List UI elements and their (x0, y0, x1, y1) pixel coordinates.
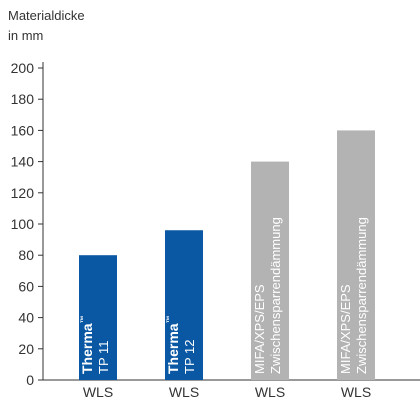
y-axis-title-line1: Materialdicke (8, 8, 85, 23)
y-tick-label: 60 (18, 278, 34, 294)
y-tick-label: 100 (11, 216, 35, 232)
y-axis-title: Materialdicke in mm (8, 6, 85, 46)
y-tick-label: 180 (11, 91, 35, 107)
y-axis-title-line2: in mm (8, 28, 44, 43)
y-tick-label: 120 (11, 185, 35, 201)
y-tick-label: 40 (18, 310, 34, 326)
y-tick-label: 160 (11, 122, 35, 138)
x-tick-label-line1: WLS (83, 384, 113, 400)
bar-type-label: Zwischensparrendämmung (354, 217, 369, 374)
trademark-symbol: ™ (165, 315, 174, 323)
x-tick-label-line2: 040 (344, 399, 368, 401)
x-tick-label-line2: 035 (258, 399, 282, 401)
bar (251, 161, 289, 380)
bar (165, 230, 203, 380)
x-tick-label-line1: WLS (341, 384, 371, 400)
brand-name: Therma (165, 323, 181, 374)
x-tick-label-line1: WLS (255, 384, 285, 400)
x-tick-label-line1: WLS (169, 384, 199, 400)
trademark-symbol: ™ (79, 315, 88, 323)
bar (337, 130, 375, 380)
bar-brand-label: Therma™ (165, 315, 181, 374)
y-tick-label: 200 (11, 60, 35, 76)
x-tick-label-line2: 024 (86, 399, 110, 401)
bar (79, 255, 117, 380)
y-tick-label: 140 (11, 154, 35, 170)
bar-type-label: Zwischensparrendämmung (268, 217, 283, 374)
bar-brand-label: Therma™ (79, 315, 95, 374)
y-tick-label: 0 (26, 372, 34, 388)
brand-name: Therma (79, 323, 95, 374)
y-tick-label: 80 (18, 247, 34, 263)
y-tick-label: 20 (18, 341, 34, 357)
bar-product-label: TP 12 (182, 340, 197, 374)
bar-label: MIFA/XPS/EPS Zwischensparrendämmung (252, 217, 283, 374)
bar-material-label: MIFA/XPS/EPS (338, 284, 353, 374)
x-tick-label-line2: 028 (172, 399, 196, 401)
bar-product-label: TP 11 (96, 341, 111, 374)
bar-label: MIFA/XPS/EPS Zwischensparrendämmung (338, 217, 369, 374)
bar-material-label: MIFA/XPS/EPS (252, 284, 267, 374)
